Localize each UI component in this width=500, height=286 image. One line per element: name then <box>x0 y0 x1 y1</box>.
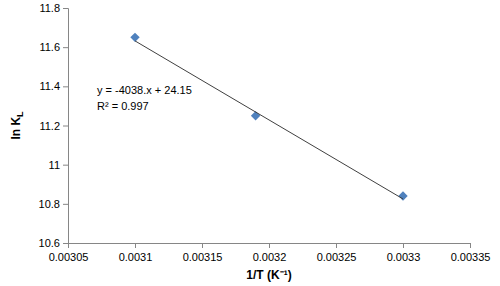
y-axis: 10.6 10.8 11 11.2 11.4 11.6 11.8 <box>39 2 69 249</box>
annotation: R² = 0.997 <box>97 100 149 112</box>
x-axis-title: 1/T (K⁻¹) <box>246 268 291 282</box>
x-axis: 0.00305 0.0031 0.00315 0.0032 0.00325 0.0033 0… <box>49 243 491 263</box>
y-tick: 11.8 <box>39 2 68 14</box>
x-tick: 0.0033 <box>387 243 421 263</box>
y-tick-mark <box>63 86 68 87</box>
y-tick-label: 10.8 <box>39 198 60 210</box>
plot-marks <box>130 33 407 201</box>
y-tick-mark <box>63 126 68 127</box>
y-tick-label: 11.6 <box>39 41 60 53</box>
y-tick: 10.6 <box>39 237 68 249</box>
y-axis-line <box>63 9 69 244</box>
x-tick-mark <box>202 243 203 248</box>
x-tick-label: 0.00325 <box>317 251 357 263</box>
y-tick: 10.8 <box>39 198 68 210</box>
chart: 0.00305 0.0031 0.00315 0.0032 0.00325 0.0033 0… <box>0 0 500 286</box>
data-point <box>130 33 139 42</box>
x-tick: 0.00335 <box>451 243 491 263</box>
y-tick-label: 11.8 <box>39 2 60 14</box>
y-tick-mark <box>63 243 68 244</box>
x-tick: 0.00325 <box>317 243 357 263</box>
y-tick-mark <box>63 204 68 205</box>
annotation: y = -4038.x + 24.15 <box>97 84 192 96</box>
y-tick-label: 11.4 <box>39 80 60 92</box>
y-tick: 11.4 <box>39 80 68 92</box>
data-point <box>398 191 407 200</box>
x-axis-line <box>69 244 471 249</box>
x-tick-label: 0.0031 <box>119 251 153 263</box>
x-tick: 0.0031 <box>119 243 153 263</box>
x-tick: 0.00315 <box>183 243 223 263</box>
y-axis-title: ln KL <box>9 111 25 140</box>
x-tick-mark <box>336 243 337 248</box>
x-tick-mark <box>403 243 404 248</box>
x-tick-mark <box>269 243 270 248</box>
y-tick: 11.2 <box>39 120 68 132</box>
y-tick: 11.6 <box>39 41 68 53</box>
y-tick: 11 <box>49 159 68 171</box>
y-tick-label: 11.2 <box>39 120 60 132</box>
x-tick: 0.0032 <box>253 243 287 263</box>
trend-line <box>135 41 403 199</box>
x-tick-label: 0.0032 <box>253 251 287 263</box>
x-tick-mark <box>135 243 136 248</box>
y-tick-label: 10.6 <box>39 237 60 249</box>
y-tick-mark <box>63 165 68 166</box>
x-tick-label: 0.0033 <box>387 251 421 263</box>
x-tick-label: 0.00305 <box>49 251 89 263</box>
x-tick-label: 0.00315 <box>183 251 223 263</box>
y-tick-mark <box>63 47 68 48</box>
x-tick-mark <box>470 243 471 248</box>
y-tick-label: 11 <box>49 159 60 171</box>
x-tick-label: 0.00335 <box>451 251 491 263</box>
y-tick-mark <box>63 8 68 9</box>
